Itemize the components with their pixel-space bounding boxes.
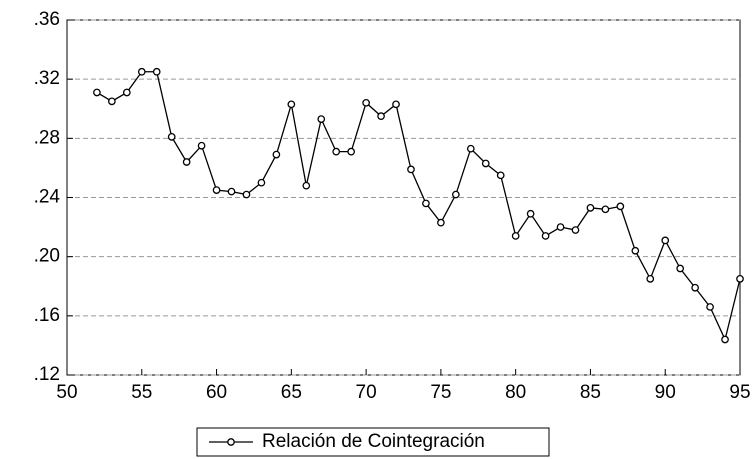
data-point [481, 159, 490, 168]
data-point [511, 232, 520, 240]
x-tick-label: 70 [356, 382, 377, 403]
data-point [466, 144, 475, 153]
y-tick-label: .16 [34, 305, 60, 326]
data-point [541, 232, 550, 240]
data-point [122, 88, 131, 97]
data-point [631, 246, 640, 255]
y-tick-label: .20 [34, 246, 60, 267]
data-point [347, 147, 356, 156]
data-point [137, 67, 146, 76]
data-point [586, 204, 595, 212]
x-tick-label: 80 [505, 382, 526, 403]
data-point [526, 209, 535, 218]
legend-box [196, 427, 550, 457]
data-point [108, 97, 116, 106]
x-tick-label: 65 [281, 382, 302, 403]
data-point [676, 264, 685, 273]
x-tick-label: 95 [729, 382, 750, 403]
y-tick-label: .28 [34, 127, 60, 148]
data-point [706, 303, 714, 311]
data-point [227, 187, 236, 196]
x-tick-label: 60 [206, 382, 227, 403]
data-point [646, 275, 655, 283]
data-point [212, 186, 221, 194]
data-point [556, 223, 565, 231]
legend-label: Relación de Cointegración [262, 431, 485, 452]
data-point [451, 190, 460, 199]
data-point [332, 147, 341, 156]
data-point [152, 67, 161, 76]
data-point [257, 178, 266, 187]
data-point [287, 100, 296, 109]
data-point [317, 115, 326, 123]
data-point [661, 236, 670, 245]
y-tick-label: .32 [34, 68, 60, 89]
x-tick-label: 75 [430, 382, 451, 403]
data-point [302, 181, 311, 190]
data-point [392, 100, 400, 109]
x-tick-label: 85 [580, 382, 601, 403]
data-point [272, 150, 281, 159]
data-point [616, 202, 625, 211]
data-point [571, 226, 580, 234]
x-tick-label: 55 [131, 382, 152, 403]
data-point [362, 98, 370, 107]
legend-marker [227, 438, 235, 446]
data-point [496, 171, 505, 180]
data-point [437, 218, 445, 227]
data-point [197, 141, 206, 150]
data-point [407, 165, 415, 174]
data-point [691, 283, 699, 292]
data-point [167, 133, 176, 141]
x-tick-label: 50 [56, 382, 77, 403]
y-tick-label: .36 [34, 9, 60, 30]
data-point [601, 205, 610, 214]
x-tick-label: 90 [655, 382, 676, 403]
data-point [182, 158, 191, 166]
data-point [736, 275, 744, 283]
data-point [422, 199, 430, 208]
data-point [242, 190, 251, 199]
data-point [93, 88, 101, 97]
data-line [96, 71, 741, 342]
data-point [377, 112, 385, 120]
data-point [721, 335, 729, 344]
y-tick-label: .24 [34, 187, 61, 208]
y-tick-label: .12 [34, 364, 60, 385]
